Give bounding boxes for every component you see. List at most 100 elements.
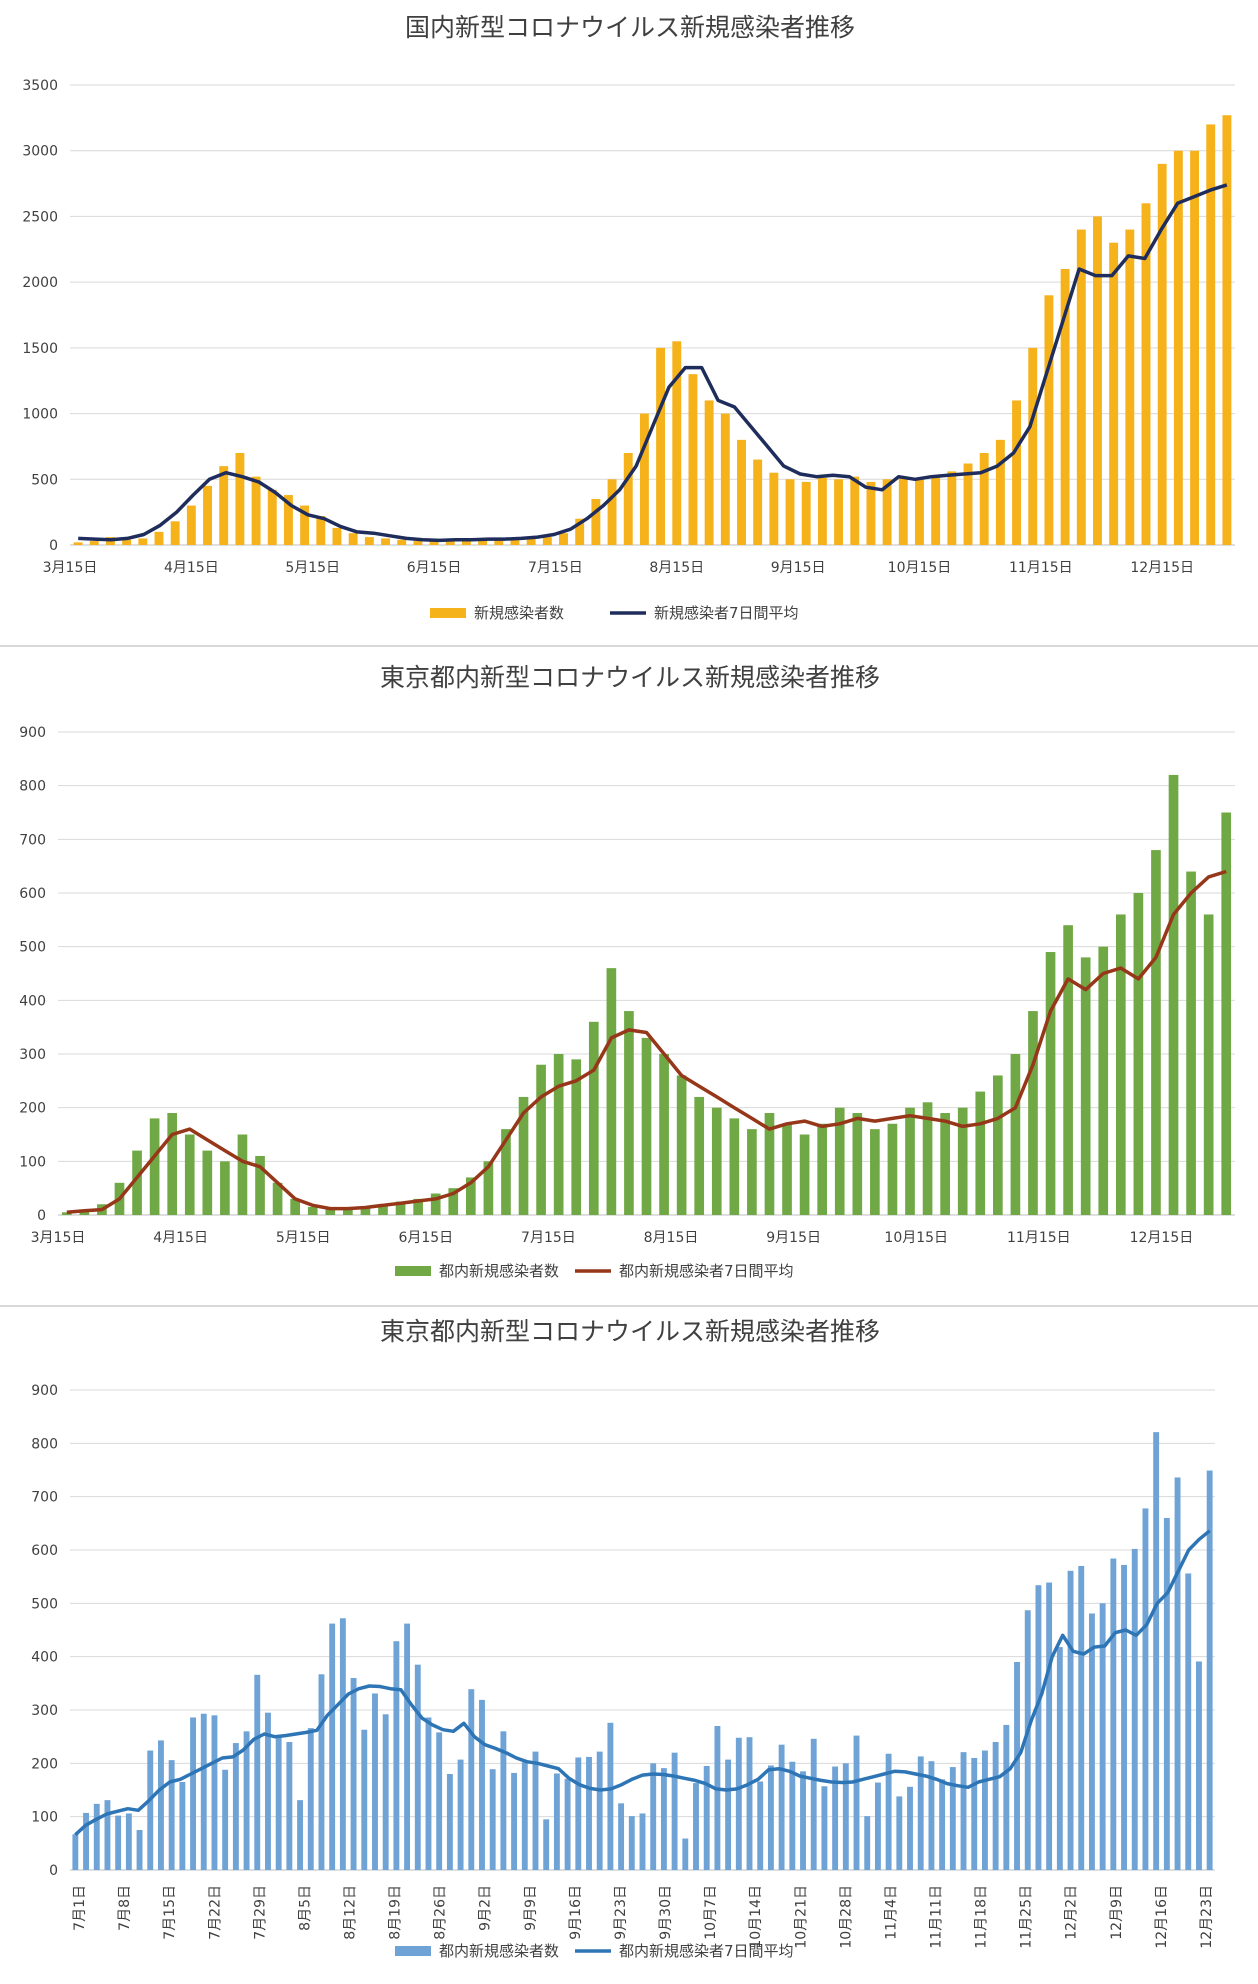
- bar: [764, 1113, 775, 1215]
- bar: [1060, 269, 1070, 545]
- bar: [93, 1803, 100, 1870]
- bar: [659, 1054, 669, 1215]
- y-tick-label: 300: [31, 1703, 58, 1719]
- bar: [810, 1738, 817, 1870]
- bar: [478, 539, 488, 545]
- bar: [122, 539, 132, 545]
- bar: [939, 1779, 946, 1870]
- bar: [267, 489, 277, 545]
- bar: [136, 1830, 143, 1870]
- bar: [852, 1113, 863, 1215]
- bar: [1028, 1011, 1038, 1215]
- legend-bar-label: 都内新規感染者数: [439, 1942, 559, 1960]
- bar: [1076, 229, 1086, 546]
- bar: [896, 1796, 903, 1870]
- bar: [641, 1037, 652, 1215]
- bar: [586, 1756, 592, 1870]
- bar: [297, 1800, 304, 1870]
- bar: [413, 541, 423, 545]
- bar: [778, 1744, 785, 1870]
- bar: [817, 477, 827, 545]
- bar: [1110, 1558, 1117, 1870]
- bar: [1173, 150, 1183, 545]
- x-tick-label: 10月15日: [884, 1230, 948, 1246]
- bar: [1010, 1054, 1021, 1215]
- bar: [992, 1742, 999, 1870]
- bar: [672, 341, 682, 545]
- bar: [915, 477, 924, 545]
- bar: [789, 1761, 796, 1870]
- bar: [186, 505, 196, 545]
- bar: [1186, 871, 1196, 1215]
- x-tick-label: 10月7日: [703, 1885, 719, 1940]
- bar: [414, 1664, 421, 1870]
- x-tick-label: 9月9日: [523, 1885, 539, 1931]
- x-tick-label: 10月28日: [838, 1885, 854, 1949]
- bar: [725, 1759, 732, 1870]
- bar: [483, 1161, 494, 1215]
- y-tick-label: 800: [31, 1436, 58, 1452]
- bar: [753, 459, 763, 545]
- bar: [949, 1767, 956, 1870]
- bar: [842, 1763, 849, 1870]
- bar: [1035, 1585, 1042, 1870]
- bar: [1190, 150, 1199, 545]
- bar: [553, 1773, 560, 1870]
- bar: [489, 1769, 496, 1870]
- y-tick-label: 200: [31, 1756, 58, 1772]
- bar: [703, 1766, 710, 1870]
- y-tick-label: 700: [31, 1490, 58, 1506]
- bar: [1206, 1470, 1213, 1870]
- bar: [607, 1722, 614, 1870]
- y-tick-label: 0: [49, 1863, 58, 1879]
- bar: [286, 1742, 293, 1870]
- bar: [618, 1803, 625, 1870]
- bar: [971, 1758, 978, 1870]
- x-tick-label: 8月15日: [649, 560, 704, 576]
- x-tick-label: 3月15日: [43, 560, 98, 576]
- bar: [300, 505, 310, 545]
- bar: [979, 453, 989, 545]
- bar: [607, 479, 617, 545]
- bar: [656, 347, 666, 545]
- bar: [219, 466, 229, 545]
- bar: [413, 1198, 423, 1215]
- bar: [251, 476, 261, 545]
- bar: [404, 1623, 411, 1870]
- bar: [1098, 946, 1109, 1215]
- bar: [500, 1731, 507, 1870]
- x-tick-label: 8月19日: [388, 1885, 404, 1940]
- x-tick-label: 5月15日: [276, 1230, 331, 1246]
- bar: [947, 471, 957, 545]
- bar: [343, 1209, 353, 1215]
- bar: [167, 1113, 178, 1215]
- bar: [61, 1212, 72, 1215]
- bar: [510, 538, 520, 545]
- bar: [757, 1781, 764, 1870]
- x-tick-label: 9月23日: [613, 1885, 629, 1940]
- bar: [1168, 774, 1179, 1215]
- bar: [1151, 850, 1161, 1215]
- bar: [767, 1765, 774, 1870]
- y-tick-label: 2000: [22, 275, 58, 291]
- bar: [283, 495, 293, 545]
- bar: [628, 1816, 635, 1870]
- bar: [957, 1107, 968, 1215]
- legend-bar-swatch: [430, 608, 466, 618]
- divider: [0, 1305, 1258, 1307]
- x-tick-label: 7月29日: [252, 1885, 268, 1940]
- bar: [940, 1113, 950, 1215]
- bar: [931, 475, 941, 545]
- bar: [682, 1838, 689, 1870]
- x-tick-label: 3月15日: [31, 1230, 86, 1246]
- bar: [138, 538, 148, 545]
- bar: [72, 1834, 79, 1870]
- y-tick-label: 500: [31, 1596, 58, 1612]
- chart-panel-tokyo-daily: 東京都内新型コロナウイルス新規感染者推移 0 100 200 300 400 500 600 7…: [0, 1310, 1258, 1984]
- bar: [543, 1819, 550, 1870]
- chart-panel-national: 国内新型コロナウイルス新規感染者推移 0 500 1000 1500 2000 2500 30…: [0, 0, 1258, 640]
- bar: [1063, 925, 1073, 1215]
- x-tick-label: 7月8日: [117, 1885, 133, 1931]
- bar: [694, 1096, 705, 1215]
- chart-title: 国内新型コロナウイルス新規感染者推移: [405, 13, 855, 42]
